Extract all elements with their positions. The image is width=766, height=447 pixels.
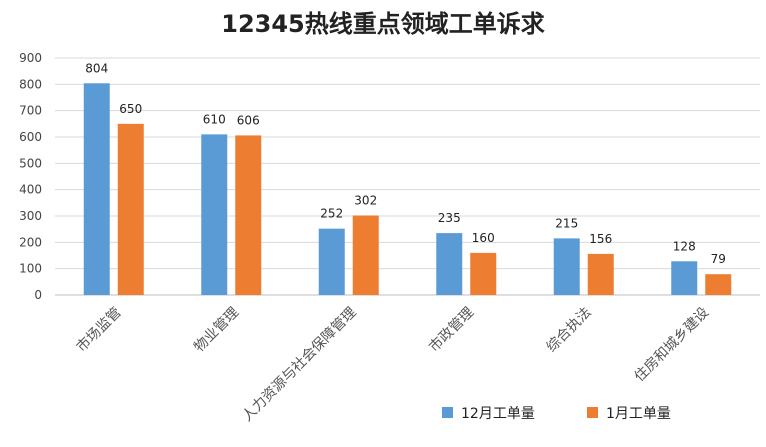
category-label: 市政管理: [425, 304, 477, 356]
data-label: 215: [555, 216, 578, 230]
bar: [83, 83, 110, 295]
bar: [553, 238, 580, 295]
category-label: 综合执法: [544, 305, 595, 356]
data-label: 302: [354, 193, 377, 207]
bars: [83, 83, 732, 295]
y-tick-label: 0: [34, 288, 42, 302]
bar: [436, 233, 463, 295]
y-tick-label: 900: [19, 51, 42, 65]
category-label: 人力资源与社会保障管理: [239, 305, 359, 425]
bar: [235, 135, 262, 295]
data-label: 650: [119, 102, 142, 116]
legend-swatch: [442, 407, 453, 418]
data-label: 804: [85, 61, 108, 75]
bar: [470, 252, 497, 295]
y-tick-label: 700: [19, 104, 42, 118]
y-tick-label: 300: [19, 209, 42, 223]
y-tick-label: 600: [19, 130, 42, 144]
gridlines: [55, 57, 760, 296]
y-tick-label: 800: [19, 77, 42, 91]
category-label: 市场监管: [73, 304, 125, 356]
bar: [671, 261, 698, 295]
bar: [201, 134, 228, 295]
bar: [318, 228, 345, 295]
y-tick-label: 400: [19, 183, 42, 197]
data-label: 160: [472, 231, 495, 245]
y-tick-label: 200: [19, 235, 42, 249]
category-label: 物业管理: [191, 305, 242, 356]
y-tick-label: 500: [19, 156, 42, 170]
legend-label: 12月工单量: [461, 406, 535, 422]
legend-swatch: [587, 407, 598, 418]
data-label: 156: [589, 232, 612, 246]
bar: [705, 274, 732, 295]
legend-label: 1月工单量: [606, 406, 671, 422]
data-label: 128: [673, 239, 696, 253]
legend: 12月工单量 1月工单量: [442, 406, 671, 422]
y-tick-label: 100: [19, 262, 42, 276]
data-label: 79: [711, 252, 726, 266]
bar: [352, 215, 379, 295]
y-axis-ticks: 0 100 200 300 400 500 600 700 800 900: [19, 51, 42, 302]
data-labels: 804 650 610 606 252 302 235 160 215 156 128 79: [85, 61, 726, 266]
data-label: 235: [438, 211, 461, 225]
data-label: 252: [320, 207, 343, 221]
bar: [117, 123, 144, 295]
data-label: 610: [203, 112, 226, 126]
bar: [587, 253, 614, 295]
chart-title: 12345热线重点领域工单诉求: [221, 10, 545, 38]
category-label: 住房和城乡建设: [631, 305, 712, 386]
data-label: 606: [237, 113, 260, 127]
